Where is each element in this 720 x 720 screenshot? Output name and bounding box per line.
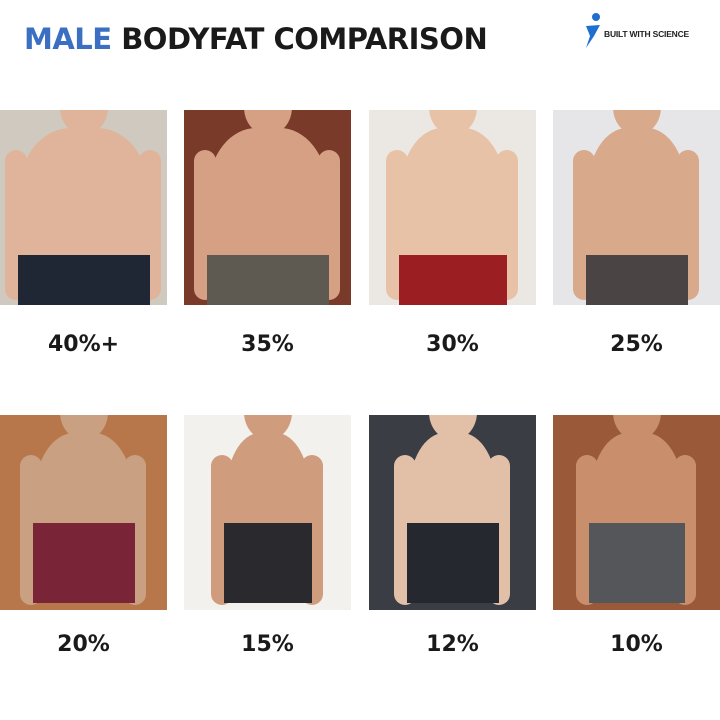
shorts <box>398 255 507 305</box>
torso <box>19 128 148 278</box>
bodyfat-photo <box>0 110 167 305</box>
torso <box>400 128 505 278</box>
bodyfat-photo <box>184 415 351 610</box>
torso <box>208 128 327 278</box>
bodyfat-label: 30% <box>426 332 479 357</box>
bodyfat-label: 10% <box>610 632 663 657</box>
bodyfat-photo <box>553 415 720 610</box>
shorts <box>406 523 499 603</box>
page-title: MALE BODYFAT COMPARISON <box>24 22 488 56</box>
bodyfat-label: 25% <box>610 332 663 357</box>
bodyfat-label: 15% <box>241 632 294 657</box>
shorts <box>585 255 688 305</box>
bodyfat-photo <box>369 415 536 610</box>
torso <box>587 128 686 278</box>
bodyfat-photo <box>184 110 351 305</box>
logo: BUILT WITH SCIENCE <box>582 12 712 52</box>
shorts <box>206 255 329 305</box>
runner-logo-icon <box>586 13 600 48</box>
shorts <box>223 523 312 603</box>
bodyfat-label: 40%+ <box>47 332 120 357</box>
bodyfat-label: 35% <box>241 332 294 357</box>
bodyfat-photo <box>0 415 167 610</box>
shorts <box>32 523 135 603</box>
shorts <box>17 255 150 305</box>
bodyfat-label: 12% <box>426 632 479 657</box>
bodyfat-label: 20% <box>57 632 110 657</box>
bodyfat-photo <box>369 110 536 305</box>
bodyfat-photo <box>553 110 720 305</box>
shorts <box>588 523 685 603</box>
